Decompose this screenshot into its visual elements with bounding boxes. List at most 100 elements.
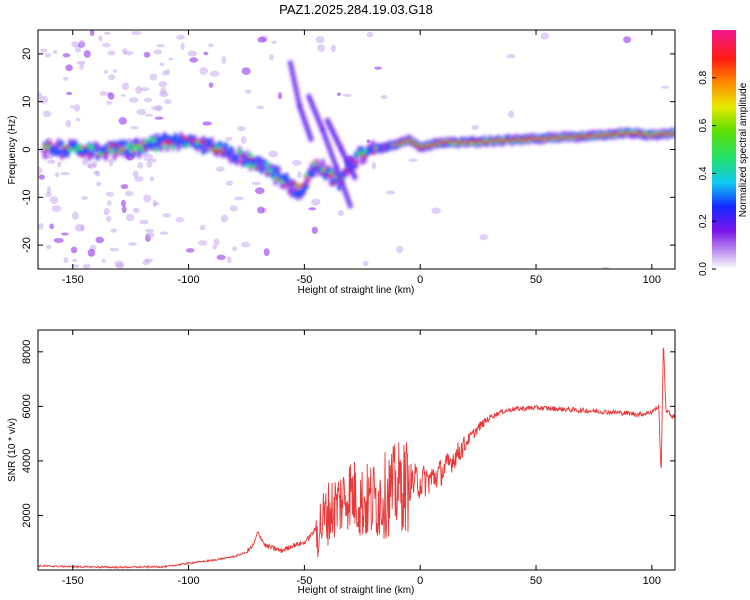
spectrogram-speckle (362, 260, 369, 267)
snr-panel: -150 -100 -50 0 50 100 2000 4000 6000 8000 Heigh… (7, 329, 676, 596)
spectrogram-speckle (75, 117, 81, 122)
ridge-segment (253, 167, 259, 170)
ridge-segment (131, 150, 137, 153)
spectrogram-speckle (131, 30, 142, 36)
spectrogram-speckle (229, 205, 238, 212)
ridge-segment (389, 144, 396, 147)
spectrogram-speckle (144, 228, 155, 233)
ridge-segment (248, 152, 254, 158)
y-tick-label: 2000 (21, 503, 33, 527)
ridge-segment (298, 184, 304, 187)
spectrogram-speckle (76, 60, 86, 65)
spectrogram-speckle (263, 248, 270, 257)
spectrogram-speckle (216, 254, 226, 261)
spectrogram-speckle (308, 207, 317, 211)
ridge-segment (150, 137, 156, 143)
spectrogram-speckle (241, 67, 251, 75)
spectrogram-speckle (65, 119, 72, 128)
ridge-segment (217, 148, 223, 152)
secondary-blob-core (353, 175, 357, 179)
spectrogram-speckle (226, 256, 232, 264)
spectrogram-speckle (209, 70, 220, 77)
spectrogram-speckle (240, 136, 247, 144)
spectrogram-speckle (60, 172, 71, 176)
ridge-segment (236, 159, 243, 163)
snr-y-label: SNR (10 * v/v) (7, 418, 18, 482)
spectrogram-speckle (225, 180, 233, 186)
ridge-segment (223, 141, 229, 150)
ridge-segment (670, 132, 675, 135)
ridge-segment (414, 144, 421, 147)
ridge-segment (370, 152, 376, 155)
ridge-segment (117, 146, 123, 149)
ridge-segment (47, 142, 54, 145)
spectrogram-speckle (237, 126, 246, 132)
colorbar-tick-label: 0.8 (698, 70, 709, 84)
ridge-segment (278, 179, 284, 185)
spectrogram-speckle (408, 158, 418, 162)
spectrogram-speckle (132, 207, 140, 214)
ridge-segment (311, 160, 318, 163)
secondary-blob-core (292, 77, 296, 81)
spectrogram-speckle (176, 34, 185, 40)
spectrogram-speckle (136, 108, 147, 116)
ridge-segment (373, 148, 379, 151)
ridge-segment (345, 172, 351, 175)
secondary-blob-core (333, 160, 337, 165)
colorbar-gradient (712, 30, 736, 269)
ridge-segment (409, 140, 415, 144)
ridge-segment (114, 152, 120, 155)
y-tick-label: -20 (21, 237, 33, 253)
spectrogram-speckle (165, 68, 170, 75)
spectrogram-speckle (221, 56, 227, 65)
spectrogram-speckle (46, 186, 52, 194)
ridge-segment (381, 145, 387, 149)
spectrogram-speckle (234, 196, 244, 201)
spectrogram-speckle (143, 97, 153, 103)
secondary-blob-core (335, 166, 339, 171)
spectrogram-speckle (208, 82, 214, 88)
ridge-segment (275, 178, 282, 181)
ridge-segment (236, 149, 243, 155)
spectrogram-speckle (121, 205, 127, 214)
ridge-segment (306, 179, 312, 182)
spectrogram-speckle (207, 43, 214, 48)
spectrogram-speckle (108, 74, 116, 81)
secondary-blob-core (328, 146, 332, 151)
ridge-segment (303, 175, 309, 178)
snr-frame (37, 329, 676, 571)
y-tick-label: 20 (21, 48, 33, 60)
x-tick-label: 0 (417, 274, 423, 286)
spectrogram-speckle (53, 237, 64, 243)
spectrogram-speckle (87, 163, 92, 169)
secondary-blob-core (323, 133, 327, 137)
spectrogram-speckle (268, 150, 278, 158)
spectrogram-speckle (154, 116, 164, 120)
spectrogram-speckle (661, 85, 670, 89)
ridge-segment (200, 141, 206, 144)
ridge-segment (320, 167, 326, 173)
spectrogram-y-axis: -20 -10 0 10 20 (21, 48, 675, 253)
ridge-segment (161, 141, 168, 144)
spectrogram-speckle (143, 194, 152, 203)
spectrogram-speckle (128, 242, 137, 246)
spectrogram-speckle (71, 211, 79, 220)
spectrogram-plot-area (38, 30, 675, 269)
spectrogram-speckle (175, 217, 184, 223)
spectrogram-speckle (269, 53, 274, 61)
secondary-blob-core (331, 156, 335, 160)
spectrogram-speckle (73, 104, 81, 112)
colorbar-label: Normalized spectral amplitude (738, 82, 749, 217)
snr-x-label: Height of straight line (km) (298, 585, 415, 596)
spectrogram-speckle (220, 214, 229, 223)
ridge-segment (248, 157, 254, 160)
spectrogram-speckle (99, 90, 107, 96)
spectrogram-speckle (330, 44, 336, 53)
ridge-segment (56, 148, 62, 157)
spectrogram-speckle (74, 223, 85, 232)
ridge-segment (117, 139, 123, 148)
colorbar-tick-label: 0.6 (698, 118, 709, 132)
spectrogram-speckle (51, 205, 62, 212)
spectrogram-speckle (42, 110, 52, 118)
spectrogram-speckle (61, 232, 69, 236)
